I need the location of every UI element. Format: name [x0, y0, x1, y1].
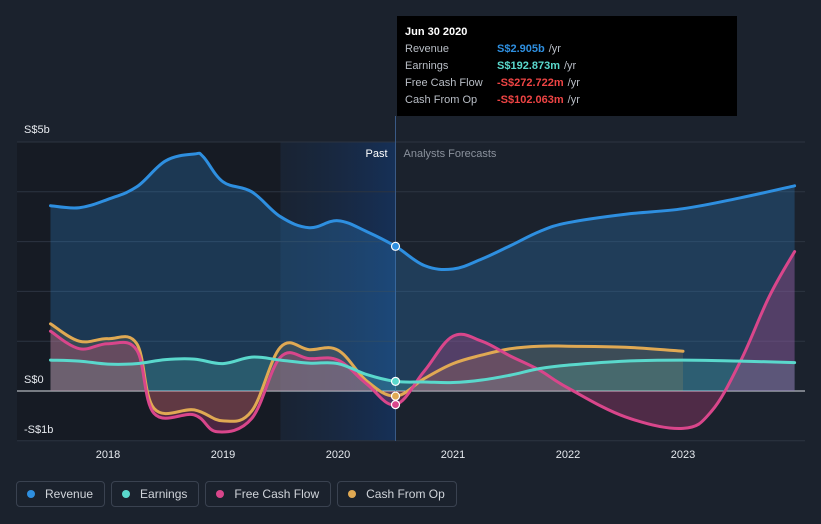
- revenue-marker: [390, 241, 401, 251]
- tooltip-value: S$2.905b: [497, 43, 545, 55]
- hover-tooltip: Jun 30 2020 Revenue S$2.905b /yr Earning…: [397, 16, 737, 116]
- tooltip-unit: /yr: [567, 77, 580, 89]
- earnings-area: [50, 357, 795, 391]
- x-tick-label: 2022: [556, 449, 580, 461]
- legend-label: Cash From Op: [366, 487, 445, 501]
- legend-item-earnings[interactable]: Earnings: [111, 481, 200, 507]
- analysts-forecasts-label: Analysts Forecasts: [404, 148, 497, 160]
- tooltip-row-earnings: Earnings S$192.873m /yr: [405, 58, 729, 75]
- tooltip-label: Free Cash Flow: [405, 77, 483, 89]
- tooltip-unit: /yr: [567, 94, 580, 106]
- tooltip-value: S$192.873m: [497, 60, 560, 72]
- x-tick-label: 2018: [96, 449, 120, 461]
- tooltip-row-free-cash-flow: Free Cash Flow -S$272.722m /yr: [405, 75, 729, 92]
- revenue-line: [49, 151, 797, 272]
- past-label: Past: [365, 148, 387, 160]
- legend-item-revenue[interactable]: Revenue: [16, 481, 106, 507]
- tooltip-label: Revenue: [405, 43, 450, 55]
- legend-dot-icon: [348, 490, 357, 498]
- earnings-line: [49, 355, 797, 385]
- legend-dot-icon: [27, 490, 35, 498]
- revenue-area: [50, 153, 795, 391]
- tooltip-unit: /yr: [548, 43, 561, 55]
- legend-item-cash-from-op[interactable]: Cash From Op: [337, 481, 457, 507]
- y-tick-label: S$5b: [24, 124, 50, 136]
- x-tick-label: 2019: [211, 449, 235, 461]
- legend-label: Free Cash Flow: [234, 487, 320, 501]
- y-tick-label: S$0: [24, 374, 44, 386]
- legend-dot-icon: [216, 490, 225, 498]
- tooltip-label: Cash From Op: [405, 94, 478, 106]
- legend-label: Earnings: [140, 487, 188, 501]
- cash-from-op-marker: [390, 391, 401, 401]
- x-tick-label: 2021: [441, 449, 465, 461]
- x-tick-label: 2020: [326, 449, 350, 461]
- tooltip-row-cash-from-op: Cash From Op -S$102.063m /yr: [405, 92, 729, 109]
- tooltip-date: Jun 30 2020: [405, 26, 468, 38]
- tooltip-value: -S$272.722m: [497, 77, 564, 89]
- legend-dot-icon: [122, 490, 131, 498]
- tooltip-row-revenue: Revenue S$2.905b /yr: [405, 41, 729, 58]
- tooltip-value: -S$102.063m: [497, 94, 564, 106]
- tooltip-unit: /yr: [564, 60, 577, 72]
- legend-item-free-cash-flow[interactable]: Free Cash Flow: [205, 481, 332, 507]
- y-tick-label: -S$1b: [24, 424, 53, 436]
- tooltip-label: Earnings: [405, 60, 449, 72]
- legend-label: Revenue: [45, 487, 94, 501]
- chart-legend: Revenue Earnings Free Cash Flow Cash Fro…: [16, 481, 457, 507]
- earnings-marker: [390, 376, 401, 386]
- free-cash-flow-marker: [390, 399, 401, 410]
- x-tick-label: 2023: [671, 449, 695, 461]
